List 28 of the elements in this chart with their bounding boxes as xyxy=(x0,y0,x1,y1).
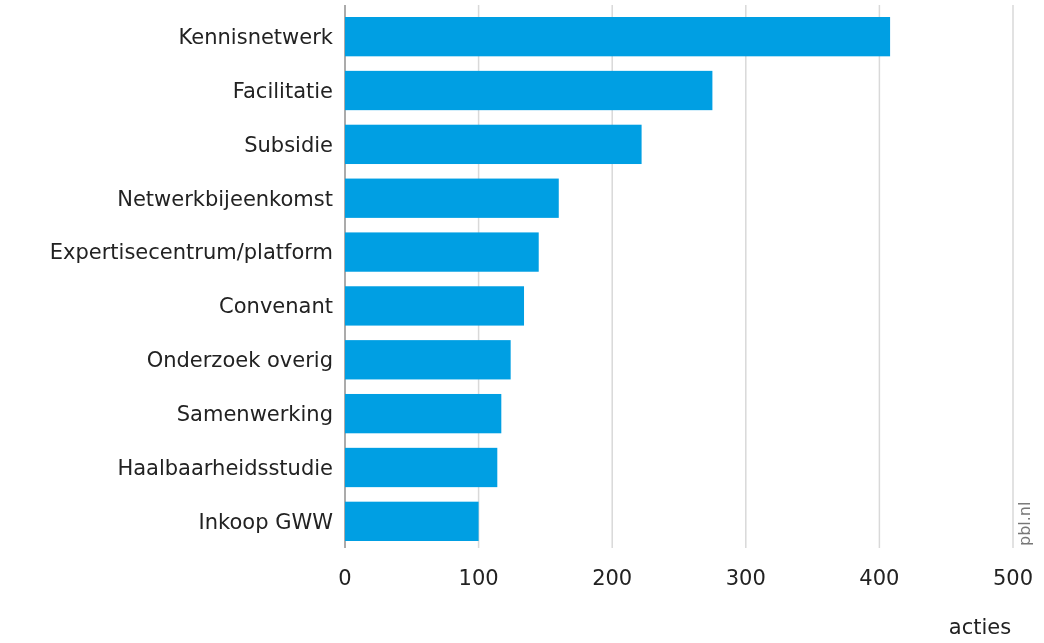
y-tick-label: Onderzoek overig xyxy=(146,348,333,373)
y-tick-label: Facilitatie xyxy=(232,78,333,103)
y-tick-label: Convenant xyxy=(219,294,333,319)
x-tick-label: 100 xyxy=(458,566,499,590)
bar xyxy=(345,70,713,111)
y-tick-label: Expertisecentrum/platform xyxy=(49,240,333,265)
x-tick-label: 300 xyxy=(725,566,766,590)
x-axis-title: acties xyxy=(948,615,1012,639)
y-tick-label: Subsidie xyxy=(244,132,333,157)
y-tick-label: Inkoop GWW xyxy=(198,509,334,534)
x-tick-label: 500 xyxy=(992,566,1034,590)
bar xyxy=(345,178,559,218)
y-tick-label: Samenwerking xyxy=(176,401,333,426)
bar xyxy=(345,124,642,165)
x-tick-label: 200 xyxy=(592,566,633,590)
y-tick-label: Netwerkbijeenkomst xyxy=(117,186,333,211)
bar xyxy=(345,232,539,272)
x-tick-label: 400 xyxy=(859,566,900,590)
bar xyxy=(345,340,511,380)
text: pbl.nl xyxy=(1015,501,1034,546)
bar xyxy=(345,501,479,541)
x-tick-label: 0 xyxy=(338,566,352,590)
bar xyxy=(345,393,502,434)
bar xyxy=(345,447,498,488)
y-tick-label: Haalbaarheidsstudie xyxy=(117,455,333,480)
bar xyxy=(345,17,891,57)
y-tick-label: Kennisnetwerk xyxy=(178,25,334,50)
bar xyxy=(345,286,525,326)
